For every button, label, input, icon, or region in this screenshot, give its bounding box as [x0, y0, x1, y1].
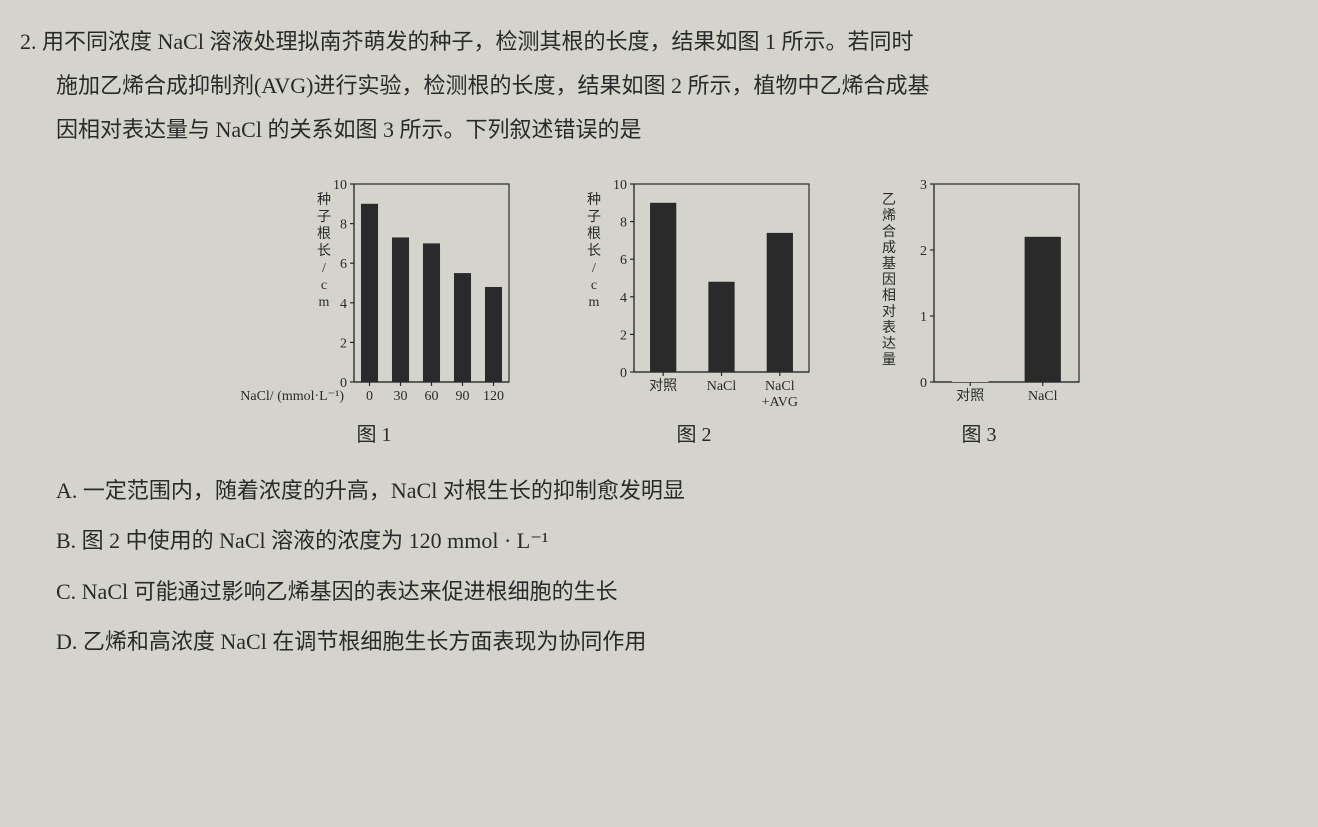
- svg-text:10: 10: [333, 178, 347, 193]
- question-line3: 因相对表达量与 NaCl 的关系如图 3 所示。下列叙述错误的是: [20, 108, 1298, 152]
- chart1-title: 图 1: [224, 418, 524, 447]
- svg-text:2: 2: [620, 328, 627, 343]
- svg-text:c: c: [591, 278, 597, 293]
- svg-text:种: 种: [587, 192, 601, 208]
- svg-text:烯: 烯: [882, 208, 896, 224]
- svg-text:+AVG: +AVG: [762, 395, 798, 410]
- svg-text:NaCl: NaCl: [707, 379, 737, 394]
- svg-text:2: 2: [340, 336, 347, 351]
- svg-text:根: 根: [587, 226, 601, 242]
- svg-text:c: c: [321, 278, 327, 293]
- svg-text:对: 对: [882, 304, 896, 320]
- question-line2: 施加乙烯合成抑制剂(AVG)进行实验，检测根的长度，结果如图 2 所示，植物中乙…: [20, 64, 1298, 108]
- chart1-block: 0246810种子根长/cm0306090120NaCl/ (mmol·L⁻¹)…: [224, 172, 524, 447]
- svg-text:8: 8: [340, 218, 347, 233]
- chart3-block: 0 1 2 3 乙烯合成基因相对表达量对照 NaCl 图 3: [864, 172, 1094, 447]
- svg-text:子: 子: [587, 209, 601, 225]
- svg-text:合: 合: [882, 224, 896, 240]
- svg-text:相: 相: [882, 288, 896, 304]
- svg-text:0: 0: [366, 389, 373, 404]
- svg-text:120: 120: [483, 389, 504, 404]
- svg-text:长: 长: [317, 243, 331, 259]
- svg-text:10: 10: [613, 178, 627, 193]
- chart2-title: 图 2: [564, 418, 824, 447]
- options-block: A. 一定范围内，随着浓度的升高，NaCl 对根生长的抑制愈发明显 B. 图 2…: [20, 467, 1298, 667]
- svg-text:长: 长: [587, 243, 601, 259]
- svg-text:乙: 乙: [882, 192, 896, 208]
- question-stem: 2. 用不同浓度 NaCl 溶液处理拟南芥萌发的种子，检测其根的长度，结果如图 …: [20, 20, 1298, 152]
- svg-text:表: 表: [882, 320, 896, 336]
- svg-text:基: 基: [882, 255, 896, 272]
- svg-text:/: /: [322, 261, 326, 276]
- svg-text:成: 成: [882, 240, 896, 256]
- svg-text:30: 30: [394, 389, 408, 404]
- option-c: C. NaCl 可能通过影响乙烯基因的表达来促进根细胞的生长: [56, 568, 1298, 616]
- chart3-title: 图 3: [864, 418, 1094, 447]
- chart2-svg: 0246810种子根长/cm对照NaClNaCl+AVG: [564, 172, 824, 412]
- svg-text:4: 4: [340, 297, 347, 312]
- option-d: D. 乙烯和高浓度 NaCl 在调节根细胞生长方面表现为协同作用: [56, 618, 1298, 666]
- svg-text:子: 子: [317, 209, 331, 225]
- question-line1: 用不同浓度 NaCl 溶液处理拟南芥萌发的种子，检测其根的长度，结果如图 1 所…: [42, 29, 913, 54]
- svg-text:NaCl/ (mmol·L⁻¹): NaCl/ (mmol·L⁻¹): [240, 389, 344, 404]
- svg-text:m: m: [319, 295, 330, 310]
- svg-text:0: 0: [620, 366, 627, 381]
- svg-text:NaCl: NaCl: [765, 379, 795, 394]
- option-b: B. 图 2 中使用的 NaCl 溶液的浓度为 120 mmol · L⁻¹: [56, 517, 1298, 565]
- chart2-block: 0246810种子根长/cm对照NaClNaCl+AVG 图 2: [564, 172, 824, 447]
- svg-text:达: 达: [882, 336, 896, 352]
- svg-text:对照: 对照: [649, 378, 677, 394]
- svg-text:8: 8: [620, 216, 627, 231]
- chart3-svg: 0 1 2 3 乙烯合成基因相对表达量对照 NaCl: [864, 172, 1094, 412]
- svg-text:90: 90: [456, 389, 470, 404]
- svg-text:1: 1: [920, 310, 927, 325]
- svg-text:4: 4: [620, 291, 627, 306]
- svg-text:m: m: [589, 295, 600, 310]
- svg-text:种: 种: [317, 192, 331, 208]
- question-number: 2.: [20, 29, 37, 54]
- svg-text:NaCl: NaCl: [1028, 389, 1058, 404]
- svg-text:对照: 对照: [956, 388, 984, 404]
- svg-text:3: 3: [920, 178, 927, 193]
- svg-text:2: 2: [920, 244, 927, 259]
- svg-text:6: 6: [340, 257, 347, 272]
- svg-text:0: 0: [920, 376, 927, 391]
- svg-text:6: 6: [620, 253, 627, 268]
- svg-text:根: 根: [317, 226, 331, 242]
- svg-text:60: 60: [425, 389, 439, 404]
- option-a: A. 一定范围内，随着浓度的升高，NaCl 对根生长的抑制愈发明显: [56, 467, 1298, 515]
- chart1-svg: 0246810种子根长/cm0306090120NaCl/ (mmol·L⁻¹): [224, 172, 524, 412]
- svg-text:/: /: [592, 261, 596, 276]
- svg-text:因: 因: [882, 273, 896, 288]
- svg-text:量: 量: [882, 352, 896, 368]
- charts-container: 0246810种子根长/cm0306090120NaCl/ (mmol·L⁻¹)…: [20, 172, 1298, 447]
